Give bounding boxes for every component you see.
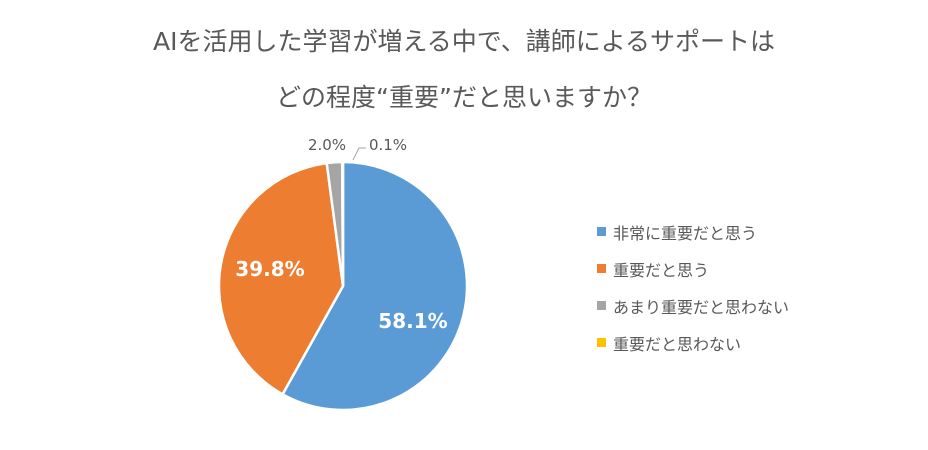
- legend-label: 非常に重要だと思う: [613, 223, 758, 243]
- data-label: 2.0%: [308, 136, 346, 154]
- legend-item-important: 重要だと思う: [597, 250, 789, 287]
- chart-title-line-2: どの程度“重要”だと思いますか？: [276, 83, 652, 112]
- data-label: 0.1%: [369, 136, 407, 154]
- legend-swatch-icon: [597, 301, 606, 310]
- legend-label: あまり重要だと思わない: [613, 297, 790, 317]
- legend-swatch-icon: [597, 338, 606, 347]
- leader-line: [352, 147, 366, 161]
- legend-item-not-very-important: あまり重要だと思わない: [597, 287, 789, 324]
- legend-swatch-icon: [597, 264, 606, 273]
- pie-slice: [340, 160, 345, 287]
- legend-label: 重要だと思わない: [613, 334, 742, 354]
- legend: 非常に重要だと思う 重要だと思う あまり重要だと思わない 重要だと思わない: [597, 213, 789, 361]
- legend-swatch-icon: [597, 227, 606, 236]
- data-label: 58.1%: [378, 309, 447, 333]
- data-label: 39.8%: [235, 257, 304, 281]
- pie-slice: [280, 160, 469, 412]
- pie-slice: [217, 161, 345, 396]
- chart-title-line-1: AIを活用した学習が増える中で、講師によるサポートは: [153, 27, 775, 56]
- legend-label: 重要だと思う: [613, 260, 710, 280]
- legend-item-not-important: 重要だと思わない: [597, 324, 789, 361]
- legend-item-very-important: 非常に重要だと思う: [597, 213, 789, 250]
